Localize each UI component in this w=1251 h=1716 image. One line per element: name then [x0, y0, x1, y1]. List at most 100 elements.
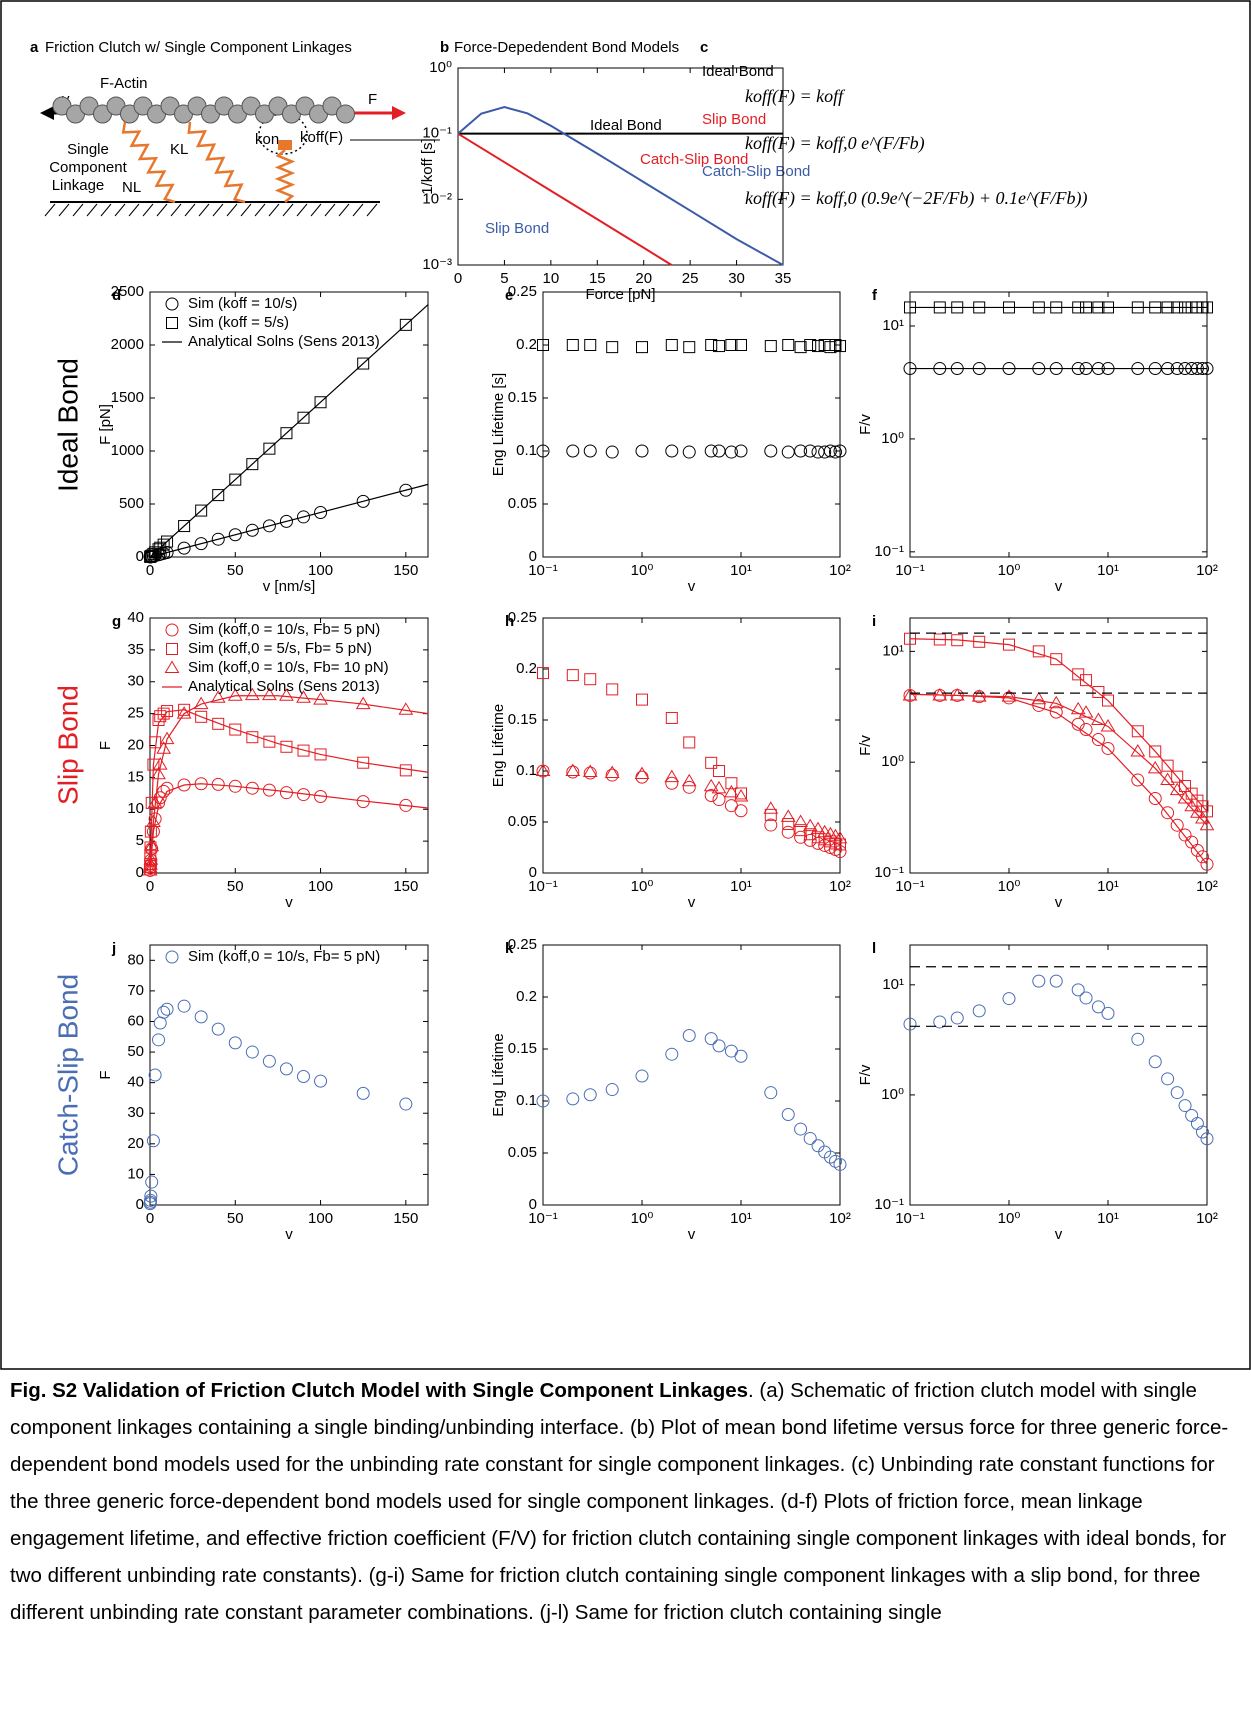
y-tick-label: 500: [119, 495, 144, 512]
marker: [725, 777, 738, 790]
marker: [1032, 645, 1045, 658]
marker: [314, 396, 327, 409]
marker: [263, 442, 276, 455]
marker: [210, 690, 226, 703]
marker: [1201, 805, 1213, 818]
hatch: [198, 203, 210, 217]
marker: [583, 766, 597, 780]
x-axis-label: v: [1055, 578, 1063, 595]
marker: [794, 830, 808, 844]
x-tick-label: 10²: [1196, 562, 1218, 579]
marker: [296, 1070, 310, 1084]
plot-frame: [909, 617, 1208, 874]
hatch: [240, 203, 252, 217]
marker: [664, 769, 680, 783]
marker: [705, 339, 718, 351]
x-tick-label: 50: [227, 878, 244, 895]
marker: [166, 317, 178, 329]
marker: [712, 444, 726, 458]
marker: [828, 828, 843, 842]
marker: [782, 339, 795, 351]
marker: [634, 766, 650, 780]
marker: [933, 1015, 947, 1029]
marker: [1131, 1032, 1145, 1046]
marker: [829, 339, 842, 351]
marker: [1131, 773, 1145, 787]
caption-text: . (a) Schematic of friction clutch model…: [10, 1379, 1229, 1624]
x-tick-label: 0: [146, 878, 154, 895]
marker: [159, 731, 175, 745]
x-tick-label: 10: [543, 270, 560, 287]
actin-monomer: [336, 104, 355, 124]
marker: [665, 1047, 679, 1061]
marker: [804, 828, 817, 841]
hatch: [156, 203, 168, 217]
marker: [828, 1154, 842, 1168]
marker: [152, 1033, 166, 1047]
line: [909, 693, 1208, 865]
marker: [665, 776, 679, 790]
marker: [829, 837, 842, 850]
panel-title: Friction Clutch w/ Single Component Link…: [45, 39, 352, 56]
x-tick-label: 10¹: [730, 878, 752, 895]
marker: [818, 445, 832, 459]
x-tick-label: 10⁻¹: [895, 562, 925, 579]
marker: [712, 1039, 726, 1053]
marker: [160, 781, 174, 795]
y-tick-label: 10⁻¹: [874, 1196, 904, 1213]
marker: [811, 836, 825, 850]
y-tick-label: 0: [529, 864, 537, 881]
marker: [1032, 974, 1046, 988]
marker: [195, 504, 208, 517]
marker: [1080, 674, 1093, 687]
marker: [803, 833, 817, 847]
marker: [812, 340, 825, 353]
marker: [1049, 705, 1063, 719]
marker: [212, 489, 225, 502]
annotation: Ideal Bond: [590, 117, 662, 134]
y-tick-label: 10⁰: [881, 1086, 904, 1103]
marker: [1102, 694, 1114, 707]
x-tick-label: 150: [393, 878, 418, 895]
marker: [228, 1036, 242, 1050]
marker: [244, 687, 260, 701]
y-tick-label: 0.1: [516, 1092, 537, 1109]
marker: [566, 1092, 580, 1106]
marker: [536, 1094, 550, 1108]
x-axis-label: v: [688, 894, 696, 911]
marker: [145, 1175, 159, 1189]
line: [457, 132, 673, 266]
marker: [157, 1005, 171, 1019]
x-tick-label: 30: [728, 270, 745, 287]
y-tick-label: 0: [136, 548, 144, 565]
y-tick-label: 10⁰: [429, 59, 452, 76]
x-tick-label: 50: [227, 1210, 244, 1227]
marker: [810, 821, 826, 835]
marker: [833, 444, 847, 458]
y-tick-label: 35: [127, 641, 144, 658]
marker: [1148, 1055, 1162, 1069]
x-tick-label: 10⁰: [631, 562, 654, 579]
marker: [279, 1062, 293, 1076]
x-tick-label: 10⁰: [631, 878, 654, 895]
y-axis-label: Eng Lifetime [s]: [490, 373, 507, 476]
schematic: a Friction Clutch w/ Single Component Li…: [30, 39, 1088, 217]
koff-text: koff(F): [300, 129, 343, 146]
marker: [583, 444, 597, 458]
marker: [1171, 770, 1184, 783]
kon-text: kon: [255, 131, 279, 148]
spring: [274, 149, 296, 203]
y-tick-label: 0.2: [516, 660, 537, 677]
marker: [399, 1097, 413, 1111]
marker: [146, 1134, 160, 1148]
marker: [635, 444, 649, 458]
x-axis-label: v: [1055, 1226, 1063, 1243]
marker: [780, 809, 796, 822]
y-tick-label: 40: [127, 609, 144, 626]
marker: [154, 541, 167, 554]
y-tick-label: 10⁻¹: [874, 864, 904, 881]
marker: [781, 445, 795, 459]
y-tick-label: 30: [127, 673, 144, 690]
marker: [357, 357, 370, 370]
chart-title: Force-Depedendent Bond Models: [454, 39, 679, 56]
